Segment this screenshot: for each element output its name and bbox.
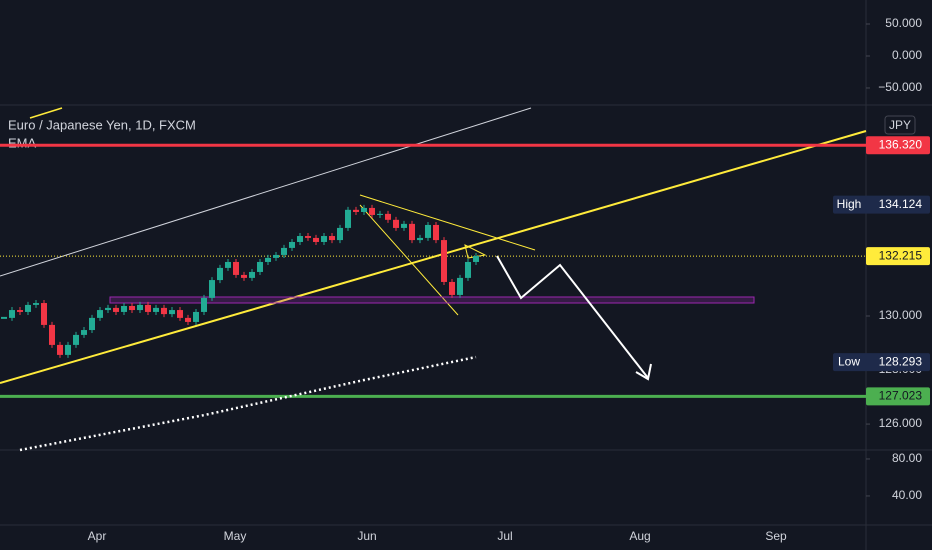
price-label: 127.023 [879, 389, 923, 403]
marker-name: Low [838, 354, 860, 368]
candle-body [129, 306, 135, 311]
y-tick-label: 50.000 [885, 16, 922, 30]
candle-body [145, 304, 151, 312]
candle-body [169, 310, 175, 315]
candle-body [441, 240, 447, 282]
marker-name: High [837, 197, 862, 211]
candle-body [369, 207, 375, 215]
x-tick-label: May [224, 529, 247, 543]
candle-body [57, 344, 63, 355]
y-tick-label: 80.00 [892, 451, 922, 465]
y-tick-label: 130.000 [879, 308, 923, 322]
marker-box [833, 195, 930, 214]
candle-body [153, 307, 159, 312]
trend-line [0, 107, 532, 277]
x-tick-label: Apr [88, 529, 107, 543]
candle-body [177, 310, 183, 318]
price-label-box [866, 387, 930, 406]
projection-arrow [496, 255, 649, 379]
candle-body [161, 307, 167, 315]
candle-body [385, 213, 391, 220]
candle-body [273, 254, 279, 258]
trend-line [0, 130, 867, 384]
candle-body [329, 236, 335, 241]
candle-body [121, 306, 127, 312]
candle-body [353, 209, 359, 212]
price-label: 136.320 [879, 137, 923, 151]
candle-body [465, 261, 471, 278]
indicator-name: EMA [8, 135, 37, 150]
x-tick-label: Jun [357, 529, 376, 543]
candle-body [313, 237, 319, 242]
y-tick-label: −50.000 [878, 80, 922, 94]
currency-box [884, 115, 916, 135]
candle-body [137, 304, 143, 311]
candle-body [225, 261, 231, 268]
price-label: 132.215 [879, 248, 923, 262]
price-label-box [866, 136, 930, 155]
x-tick-label: Jul [497, 529, 512, 543]
currency-label: JPY [889, 118, 911, 132]
candle-body [73, 334, 79, 345]
marker-value: 134.124 [879, 197, 923, 211]
candle-body [457, 277, 463, 295]
candle-body [81, 330, 87, 335]
candle-body [337, 227, 343, 241]
candle-body [49, 324, 55, 345]
candle-body [377, 213, 383, 215]
trend-line [29, 107, 63, 119]
candle-body [265, 257, 271, 262]
candle-body [249, 271, 255, 278]
candle-body [409, 223, 415, 241]
candle-body [105, 307, 111, 311]
candle-body [361, 207, 367, 212]
candle-body [401, 223, 407, 228]
x-tick-label: Sep [765, 529, 787, 543]
candle-body [345, 209, 351, 228]
candle-body [1, 316, 7, 319]
y-tick-label: 126.000 [879, 416, 923, 430]
candle-body [201, 297, 207, 312]
candle-body [33, 303, 39, 305]
marker-value: 128.293 [879, 354, 923, 368]
marker-box [833, 353, 930, 372]
candle-body [321, 236, 327, 242]
x-tick-label: Aug [629, 529, 650, 543]
candle-body [89, 317, 95, 331]
candle-body [41, 303, 47, 325]
candle-body [209, 280, 215, 298]
candle-body [393, 219, 399, 228]
candle-body [257, 261, 263, 272]
price-label-box [866, 247, 930, 266]
y-tick-label: 40.00 [892, 488, 922, 502]
candle-body [9, 310, 15, 318]
symbol-title: Euro / Japanese Yen, 1D, FXCM [8, 117, 196, 132]
drawings [0, 107, 867, 384]
arrow-head [635, 363, 652, 381]
candle-body [193, 311, 199, 322]
candle-body [305, 236, 311, 238]
candle-body [65, 344, 71, 355]
candle-body [217, 267, 223, 281]
zone-rect [109, 296, 755, 304]
trend-line [359, 194, 536, 251]
candle-body [97, 310, 103, 318]
candle-body [449, 281, 455, 295]
candle-body [425, 224, 431, 238]
y-tick-label: 0.000 [892, 48, 922, 62]
candle-body [417, 237, 423, 241]
candle-body [289, 241, 295, 248]
candle-body [241, 274, 247, 278]
candle-body [113, 307, 119, 312]
candle-body [473, 256, 479, 262]
candle-body [233, 261, 239, 275]
candle-body [25, 304, 31, 312]
candle-body [297, 236, 303, 242]
candle-body [185, 317, 191, 322]
candle-body [17, 310, 23, 312]
candle-body [433, 224, 439, 241]
candle-body [281, 247, 287, 255]
